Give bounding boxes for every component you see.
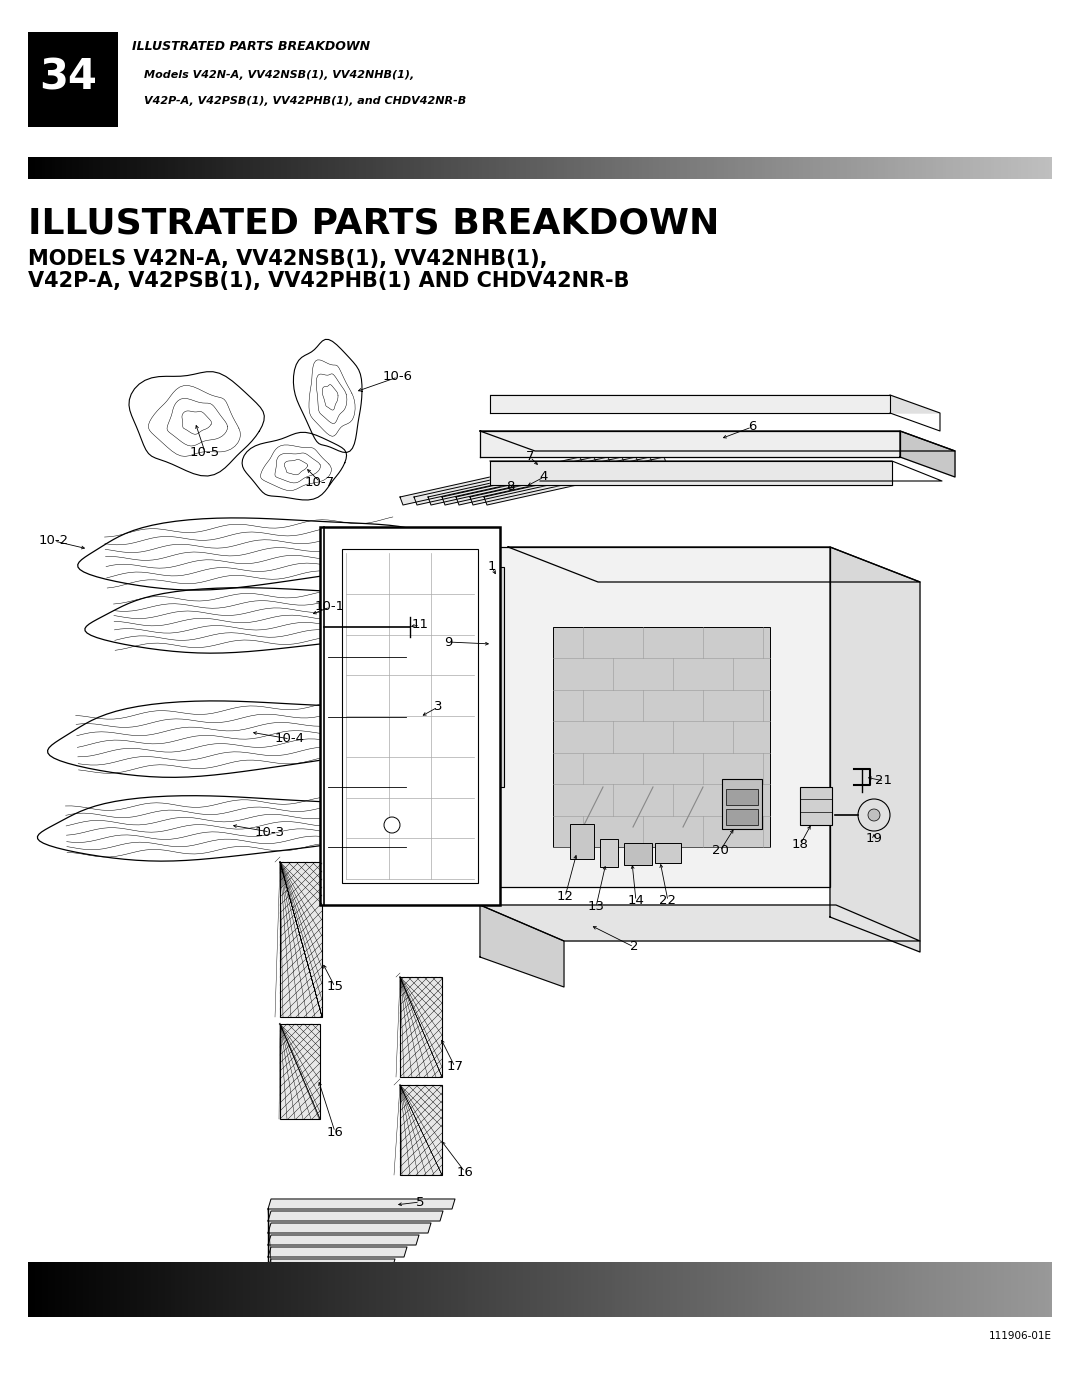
Text: Models V42N-A, VV42NSB(1), VV42NHB(1),: Models V42N-A, VV42NSB(1), VV42NHB(1), [144, 70, 415, 80]
Text: 21: 21 [876, 774, 892, 788]
Bar [280, 1024, 320, 1119]
Bar [553, 627, 770, 847]
Text: V42P-A, V42PSB(1), VV42PHB(1) AND CHDV42NR-B: V42P-A, V42PSB(1), VV42PHB(1) AND CHDV42… [28, 271, 630, 291]
Polygon shape [268, 1235, 419, 1245]
Bar [570, 824, 594, 859]
Circle shape [384, 817, 400, 833]
Bar [654, 842, 681, 863]
Bar [600, 840, 618, 868]
Text: 4: 4 [540, 471, 549, 483]
Polygon shape [294, 339, 362, 453]
Polygon shape [470, 457, 653, 504]
Polygon shape [85, 588, 445, 654]
Text: 10-3: 10-3 [255, 826, 285, 838]
Polygon shape [480, 905, 920, 942]
Polygon shape [268, 1271, 383, 1281]
Text: 10-6: 10-6 [383, 370, 413, 384]
Text: V42P-A, V42PSB(1), VV42PHB(1), and CHDV42NR-B: V42P-A, V42PSB(1), VV42PHB(1), and CHDV4… [144, 96, 467, 106]
Circle shape [858, 799, 890, 831]
Polygon shape [508, 548, 920, 583]
Text: ILLUSTRATED PARTS BREAKDOWN: ILLUSTRATED PARTS BREAKDOWN [28, 207, 719, 242]
Polygon shape [268, 1259, 395, 1268]
Text: 2: 2 [630, 940, 638, 954]
Text: 13: 13 [588, 901, 605, 914]
Text: 5: 5 [416, 1196, 424, 1208]
Polygon shape [48, 701, 413, 777]
Text: 34: 34 [40, 57, 97, 99]
Bar [726, 809, 758, 826]
Bar [726, 789, 758, 805]
Polygon shape [900, 432, 955, 476]
Polygon shape [400, 457, 583, 504]
Polygon shape [480, 905, 564, 988]
Text: 17: 17 [446, 1060, 463, 1073]
Bar [800, 787, 832, 826]
Polygon shape [78, 518, 422, 590]
Text: 19: 19 [865, 833, 882, 845]
Text: 16: 16 [326, 1126, 343, 1139]
Polygon shape [268, 1199, 455, 1208]
Text: 22: 22 [660, 894, 676, 908]
Polygon shape [484, 457, 667, 504]
Bar [342, 549, 478, 883]
Polygon shape [129, 372, 265, 476]
Bar [624, 842, 652, 865]
Text: 20: 20 [712, 845, 728, 858]
Text: 9: 9 [444, 636, 453, 648]
Polygon shape [414, 457, 597, 504]
Polygon shape [268, 1211, 443, 1221]
Polygon shape [831, 548, 920, 951]
Text: 18: 18 [792, 838, 809, 852]
Circle shape [868, 809, 880, 821]
Text: 11: 11 [411, 619, 429, 631]
Text: MODELS V42N-A, VV42NSB(1), VV42NHB(1),: MODELS V42N-A, VV42NSB(1), VV42NHB(1), [28, 249, 548, 270]
Text: 10-4: 10-4 [275, 732, 305, 746]
Polygon shape [428, 457, 611, 504]
Text: 1: 1 [488, 560, 496, 574]
Polygon shape [490, 461, 892, 485]
Text: 15: 15 [326, 981, 343, 993]
Text: 8: 8 [505, 481, 514, 493]
Text: 3: 3 [434, 700, 442, 714]
Polygon shape [490, 395, 890, 414]
Text: 12: 12 [556, 890, 573, 904]
Bar [280, 862, 322, 1017]
Polygon shape [268, 1222, 431, 1234]
Text: 14: 14 [627, 894, 645, 908]
Polygon shape [242, 433, 347, 500]
Text: 111906-01E: 111906-01E [989, 1331, 1052, 1341]
Text: ILLUSTRATED PARTS BREAKDOWN: ILLUSTRATED PARTS BREAKDOWN [132, 39, 370, 53]
Text: 16: 16 [457, 1165, 473, 1179]
Text: 10-7: 10-7 [305, 475, 335, 489]
Polygon shape [268, 1248, 407, 1257]
Bar [490, 567, 504, 787]
Bar [28, 32, 118, 127]
Text: For more information, visit www.desatech.com: For more information, visit www.desatech… [273, 1278, 807, 1298]
Bar [723, 780, 762, 828]
Bar [400, 977, 442, 1077]
Bar [498, 548, 831, 887]
Polygon shape [480, 432, 900, 457]
Polygon shape [490, 395, 940, 414]
Polygon shape [442, 457, 625, 504]
Polygon shape [456, 457, 639, 504]
Text: 10-5: 10-5 [190, 446, 220, 458]
Bar [320, 527, 500, 905]
Polygon shape [480, 432, 955, 451]
Text: 10-1: 10-1 [315, 601, 346, 613]
Text: 6: 6 [747, 420, 756, 433]
Text: 10-2: 10-2 [39, 535, 69, 548]
Polygon shape [38, 796, 393, 861]
Bar [400, 1085, 442, 1175]
Text: 7: 7 [526, 450, 535, 464]
